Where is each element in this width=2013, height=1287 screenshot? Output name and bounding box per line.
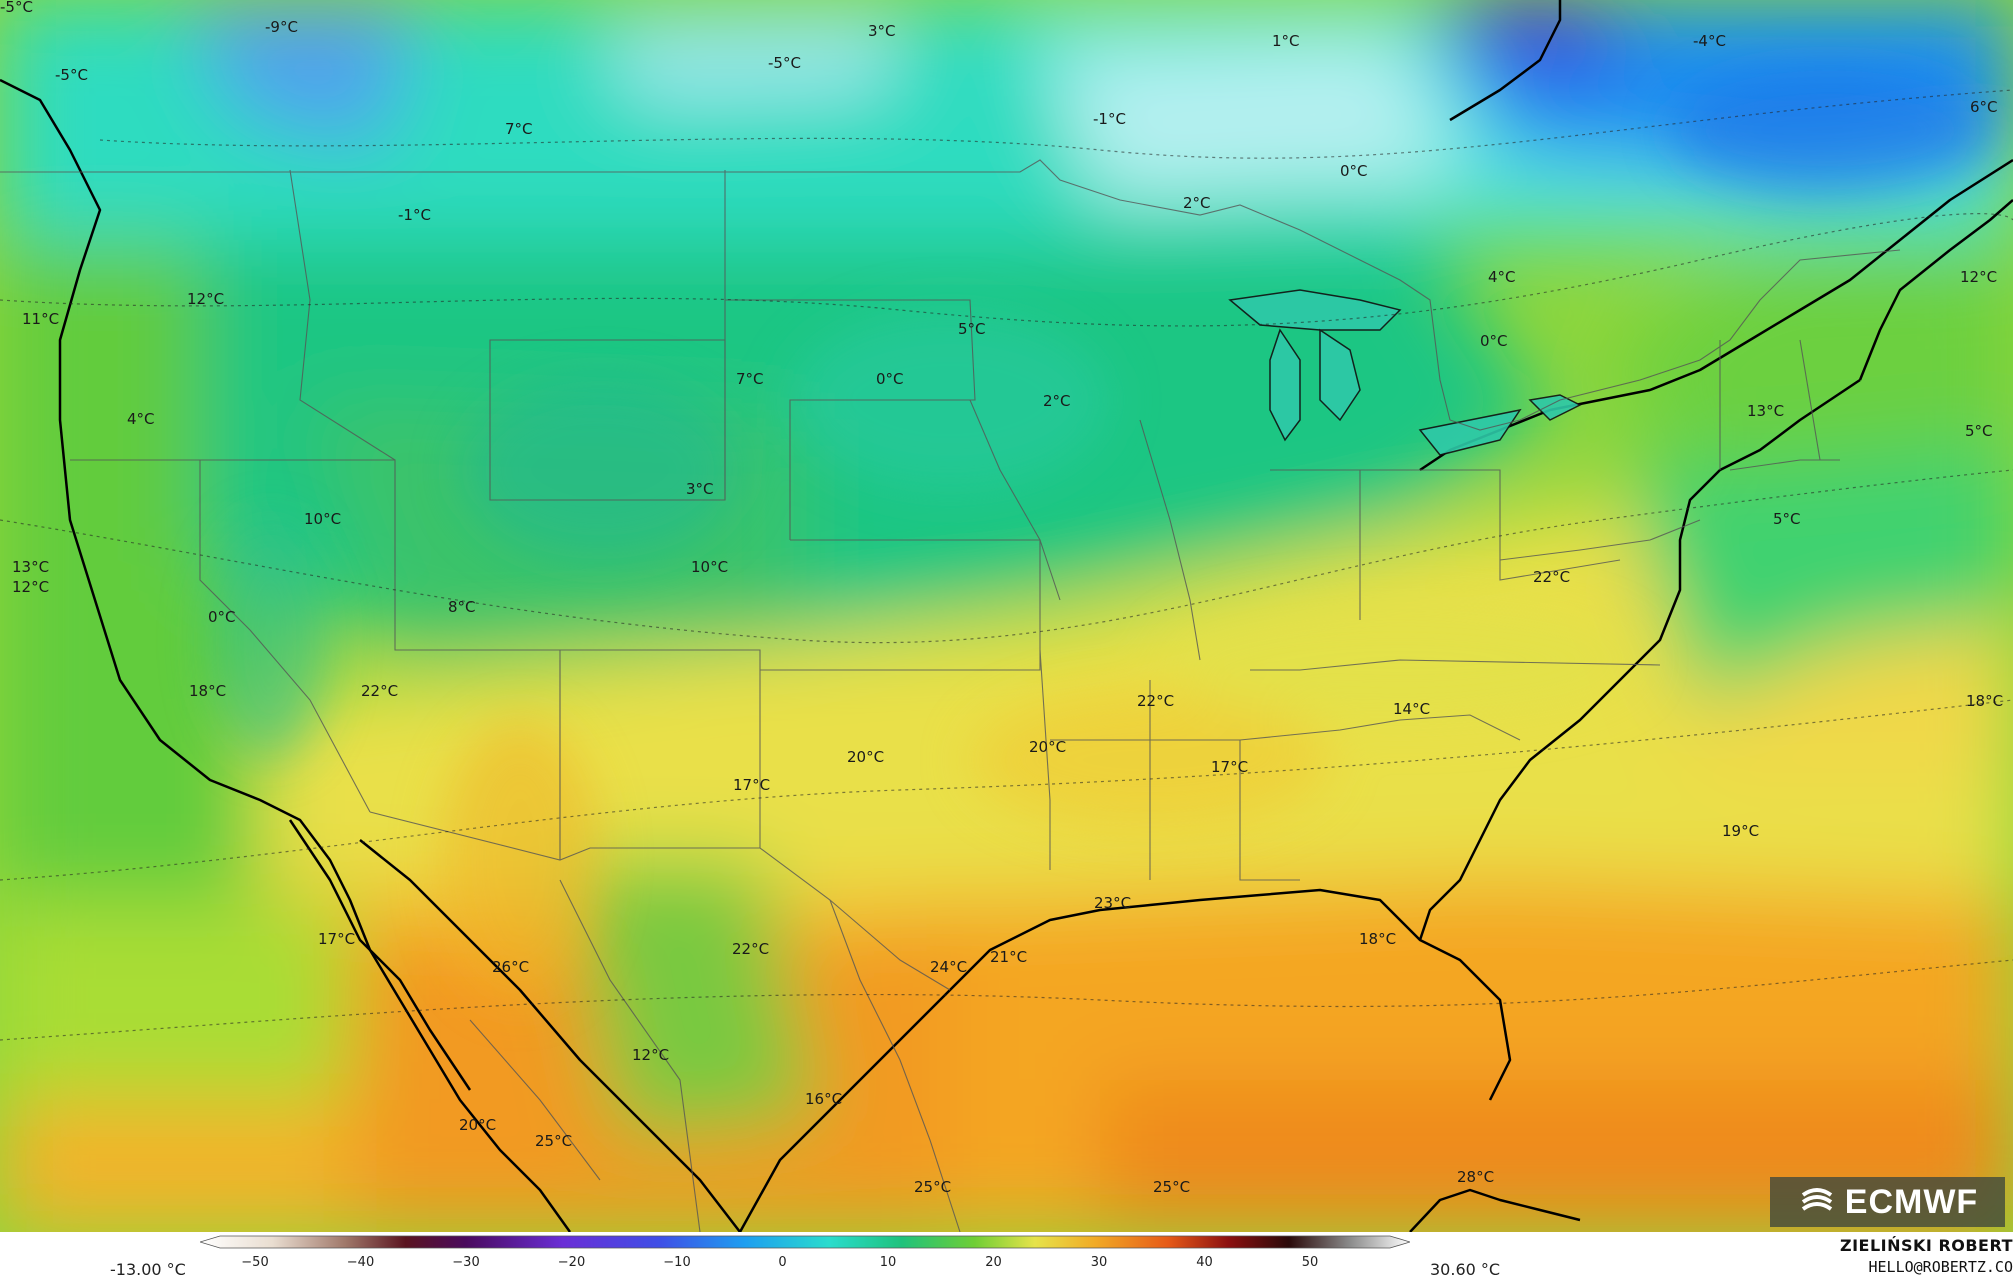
ecmwf-logo: ECMWF	[1770, 1177, 2005, 1227]
temp-label: 2°C	[1183, 194, 1211, 212]
author-name: ZIELIŃSKI ROBERT	[1839, 1236, 2013, 1255]
legend-footer: -13.00 °C	[0, 1232, 2013, 1287]
temp-label: 20°C	[847, 748, 884, 766]
scale-tick-label: 10	[880, 1255, 897, 1270]
temp-label: -5°C	[0, 0, 33, 16]
temp-label: 7°C	[736, 370, 764, 388]
ecmwf-logo-icon	[1801, 1188, 1832, 1211]
temp-label: -5°C	[768, 54, 801, 72]
temp-label: 13°C	[1747, 402, 1784, 420]
temp-label: 20°C	[459, 1116, 496, 1134]
temperature-field	[0, 0, 2013, 1232]
temp-label: 21°C	[990, 948, 1027, 966]
temp-label: 22°C	[1137, 692, 1174, 710]
scale-ticks: −50 −40 −30 −20 −10 0 10 20 30 40 50	[241, 1255, 1318, 1270]
temp-label: 3°C	[868, 22, 896, 40]
temp-label: 23°C	[1094, 894, 1131, 912]
temp-label: 25°C	[535, 1132, 572, 1150]
legend-min-label: -13.00 °C	[110, 1260, 186, 1279]
temp-label: 28°C	[1457, 1168, 1494, 1186]
temp-label: 12°C	[1960, 268, 1997, 286]
scale-tick-label: −30	[452, 1255, 479, 1270]
scale-tick-label: 50	[1302, 1255, 1319, 1270]
temp-label: 18°C	[1966, 692, 2003, 710]
temp-label: 3°C	[686, 480, 714, 498]
temp-label: -4°C	[1693, 32, 1726, 50]
temp-label: 22°C	[732, 940, 769, 958]
temp-label: 17°C	[318, 930, 355, 948]
temp-label: 12°C	[187, 290, 224, 308]
scale-tick-label: 30	[1091, 1255, 1108, 1270]
scale-tick-label: −50	[241, 1255, 268, 1270]
temp-label: 10°C	[691, 558, 728, 576]
temp-label: 25°C	[914, 1178, 951, 1196]
temp-label: 18°C	[1359, 930, 1396, 948]
temp-label: 0°C	[1480, 332, 1508, 350]
temp-label: 0°C	[1340, 162, 1368, 180]
temp-label: 5°C	[958, 320, 986, 338]
temperature-labels: -9°C -5°C 3°C -5°C 1°C -4°C 6°C -5°C 7°C…	[0, 0, 2003, 1196]
temp-label: 7°C	[505, 120, 533, 138]
temp-label: 26°C	[492, 958, 529, 976]
temp-label: -9°C	[265, 18, 298, 36]
temp-label: 13°C	[12, 558, 49, 576]
temp-label: 20°C	[1029, 738, 1066, 756]
temp-label: 2°C	[1043, 392, 1071, 410]
color-scale-bar: −50 −40 −30 −20 −10 0 10 20 30 40 50	[200, 1235, 1410, 1270]
great-lakes	[1228, 289, 1582, 456]
temp-label: 6°C	[1970, 98, 1998, 116]
temp-label: 25°C	[1153, 1178, 1190, 1196]
temp-label: 4°C	[127, 410, 155, 428]
temp-label: 18°C	[189, 682, 226, 700]
coastlines	[0, 0, 2013, 1232]
temp-label: 17°C	[733, 776, 770, 794]
temp-label: 22°C	[361, 682, 398, 700]
temp-label: 1°C	[1272, 32, 1300, 50]
temp-label: 19°C	[1722, 822, 1759, 840]
temp-label: 4°C	[1488, 268, 1516, 286]
temp-label: 0°C	[876, 370, 904, 388]
temp-label: 22°C	[1533, 568, 1570, 586]
temp-label: 14°C	[1393, 700, 1430, 718]
temp-label: 12°C	[12, 578, 49, 596]
temp-label: 5°C	[1965, 422, 1993, 440]
scale-tick-label: −40	[347, 1255, 374, 1270]
temp-label: 5°C	[1773, 510, 1801, 528]
temp-label: 11°C	[22, 310, 59, 328]
temp-label: -5°C	[55, 66, 88, 84]
scale-tick-label: −20	[558, 1255, 585, 1270]
temp-label: -1°C	[1093, 110, 1126, 128]
author-credit: ZIELIŃSKI ROBERT HELLO@ROBERTZ.CO	[1840, 1236, 2013, 1276]
temp-label: 12°C	[632, 1046, 669, 1064]
isotherms	[0, 89, 2013, 1041]
legend-max-label: 30.60 °C	[1430, 1260, 1501, 1279]
temp-label: 17°C	[1211, 758, 1248, 776]
scale-tick-label: 40	[1196, 1255, 1213, 1270]
borders	[0, 159, 1901, 1232]
temp-label: 24°C	[930, 958, 967, 976]
scale-tick-label: 0	[778, 1255, 786, 1270]
temp-label: 16°C	[805, 1090, 842, 1108]
author-email: HELLO@ROBERTZ.CO	[1868, 1258, 2013, 1276]
ecmwf-logo-text: ECMWF	[1844, 1182, 1979, 1221]
temp-label: -1°C	[398, 206, 431, 224]
scale-gradient	[200, 1235, 1410, 1249]
temp-label: 10°C	[304, 510, 341, 528]
temp-label: 0°C	[208, 608, 236, 626]
temperature-map[interactable]: -9°C -5°C 3°C -5°C 1°C -4°C 6°C -5°C 7°C…	[0, 0, 2013, 1232]
scale-tick-label: 20	[985, 1255, 1002, 1270]
scale-tick-label: −10	[663, 1255, 690, 1270]
temp-label: 8°C	[448, 598, 476, 616]
